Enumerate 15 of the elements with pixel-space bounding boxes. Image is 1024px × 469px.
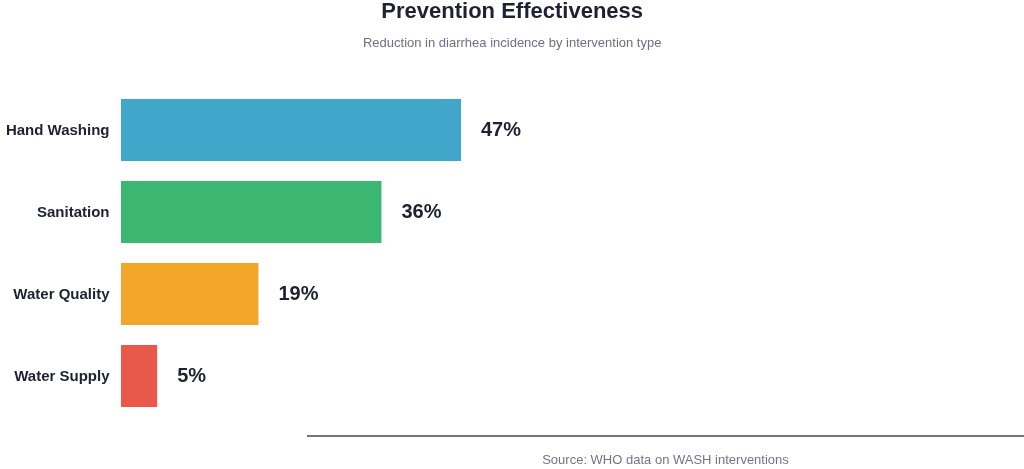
text: Prevention Effectiveness bbox=[381, 0, 644, 23]
y-tick-label: Water Quality bbox=[13, 285, 111, 302]
data-label: 5% bbox=[177, 364, 207, 386]
y-tick-label: Water Supply bbox=[14, 367, 111, 384]
data-label: 19% bbox=[278, 282, 319, 304]
bar bbox=[121, 345, 158, 407]
y-tick-label: Sanitation bbox=[36, 203, 110, 220]
bar bbox=[121, 181, 382, 243]
text: Reduction in diarrhea incidence by intervention type bbox=[362, 35, 662, 50]
y-tick-label: Hand Washing bbox=[5, 121, 110, 138]
source-note: Source: WHO data on WASH interventions bbox=[541, 452, 790, 467]
bar bbox=[121, 99, 461, 161]
data-label: 36% bbox=[401, 200, 442, 222]
bar bbox=[121, 263, 259, 325]
data-label: 47% bbox=[481, 118, 522, 140]
